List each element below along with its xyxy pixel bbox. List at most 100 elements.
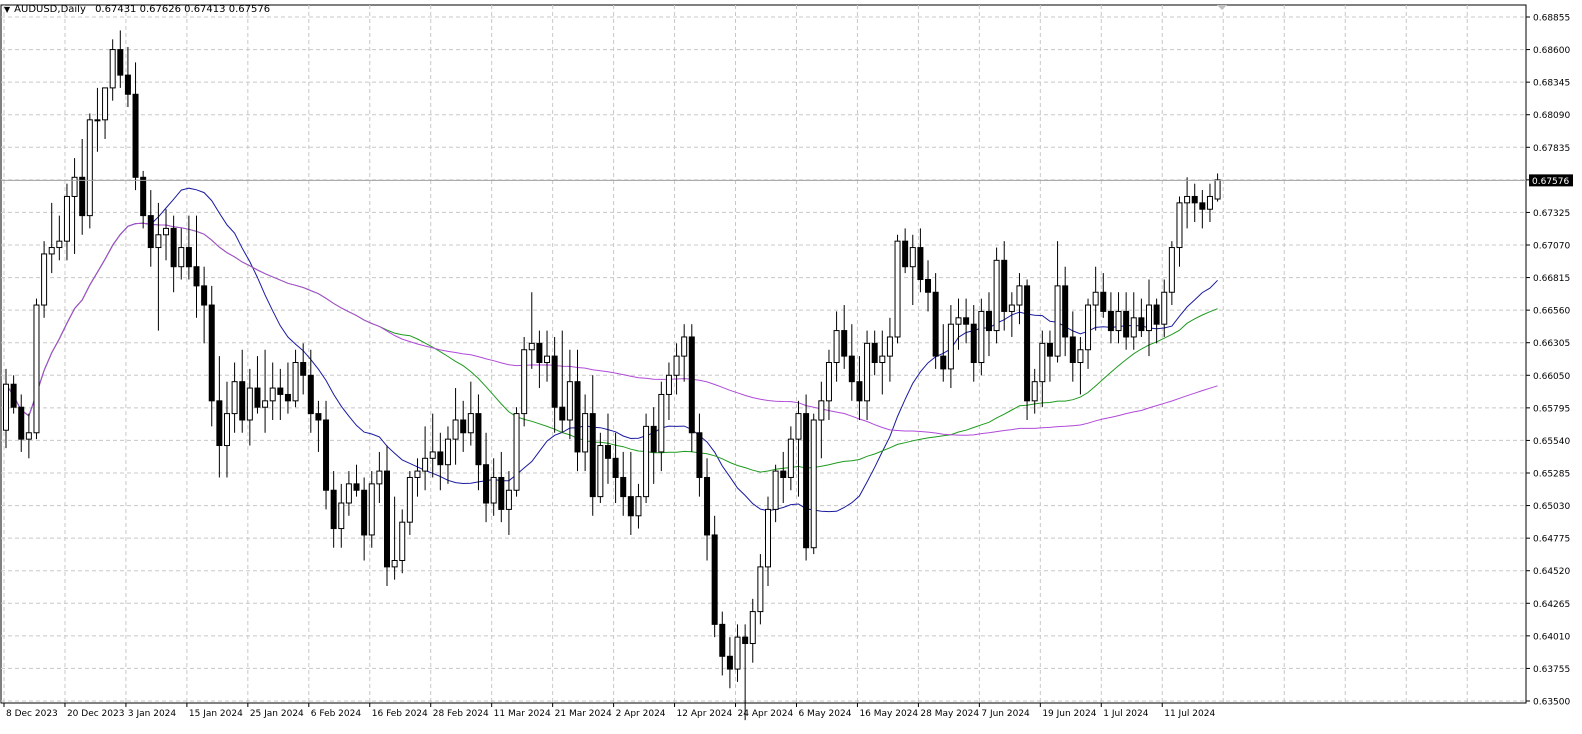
candle-body-bull: [155, 234, 162, 249]
candle-body-bull: [818, 400, 825, 421]
candle-body-bear: [284, 393, 291, 402]
candle: [384, 445, 390, 587]
candle: [963, 298, 970, 344]
candle: [719, 611, 726, 676]
candle-body-bear: [841, 330, 848, 357]
candle-body-bull: [41, 253, 48, 306]
candle-body-bear: [1153, 304, 1160, 325]
candle: [41, 241, 48, 318]
candle: [94, 87, 101, 152]
y-tick-label: 0.66560: [1533, 307, 1570, 317]
candle-body-bear: [1024, 285, 1031, 402]
candle-body-bear: [132, 93, 139, 178]
candle-body-bear: [536, 342, 543, 364]
candle: [1085, 298, 1092, 369]
candle: [1069, 311, 1076, 382]
candle: [216, 356, 223, 478]
candle: [940, 324, 947, 382]
candle-body-bear: [460, 419, 467, 434]
candle-body-bull: [338, 502, 345, 530]
candle-body-bear: [1123, 310, 1130, 338]
candle-body-bear: [384, 470, 390, 568]
candle: [86, 113, 93, 229]
candle-body-bull: [635, 496, 642, 517]
candle: [1115, 292, 1122, 344]
candle: [345, 471, 352, 516]
candle-body-bear: [719, 623, 726, 657]
candle: [109, 39, 116, 101]
collapse-triangle-icon[interactable]: ▼: [4, 5, 11, 14]
y-tick-label: 0.65795: [1533, 404, 1570, 414]
candle-body-bull: [673, 355, 680, 376]
candle-body-bull: [1077, 349, 1084, 364]
candle: [688, 324, 695, 452]
candle: [635, 483, 642, 529]
candle: [505, 471, 512, 535]
candle-body-bull: [429, 451, 436, 459]
candle-body-bull: [490, 476, 497, 504]
candle-body-bull: [955, 317, 962, 325]
candle-body-bull: [1085, 304, 1092, 351]
candle: [1161, 279, 1168, 337]
candle: [429, 413, 436, 478]
candle-body-bull: [56, 240, 63, 249]
candle: [132, 62, 139, 191]
x-tick-label: 2 Apr 2024: [616, 709, 666, 719]
candle: [772, 464, 779, 523]
candle-body-bear: [193, 266, 200, 287]
candle-body-bear: [803, 413, 810, 549]
candle: [574, 349, 581, 472]
candle: [1046, 330, 1053, 382]
candle-body-bull: [399, 521, 406, 561]
candle: [56, 215, 63, 261]
candle: [1016, 273, 1023, 325]
x-tick-label: 25 Jan 2024: [250, 709, 304, 719]
candle-body-bull: [109, 49, 116, 89]
candle: [1146, 279, 1152, 357]
candle: [185, 215, 192, 280]
candle-body-bull: [810, 419, 817, 549]
candle: [452, 388, 459, 465]
candle: [292, 349, 299, 408]
candle-body-bear: [612, 457, 619, 478]
candle: [1123, 292, 1130, 350]
candle-body-bear: [79, 176, 86, 217]
y-tick-label: 0.67325: [1533, 209, 1570, 219]
candle: [566, 349, 573, 440]
candle: [1001, 241, 1008, 331]
candle-body-bull: [1054, 285, 1061, 357]
candle: [231, 362, 238, 433]
candle-body-bear: [704, 476, 711, 536]
x-tick-label: 7 Jun 2024: [981, 709, 1030, 719]
candle-body-bear: [589, 413, 596, 498]
candle-body-bull: [643, 425, 650, 498]
candle: [422, 426, 429, 491]
candle: [223, 381, 230, 478]
candle: [10, 375, 17, 414]
candle: [63, 183, 70, 261]
candle: [483, 432, 490, 523]
candle-body-bear: [1138, 317, 1145, 332]
candle-body-bear: [726, 655, 733, 670]
candle: [787, 426, 794, 491]
candle: [277, 368, 284, 420]
candle: [1008, 292, 1015, 337]
candle-body-bear: [498, 476, 505, 510]
candle: [254, 356, 261, 414]
y-tick-label: 0.66305: [1533, 339, 1570, 349]
candle: [406, 471, 413, 535]
candle: [323, 400, 330, 510]
candle-body-bear: [254, 387, 261, 408]
x-tick-label: 16 Feb 2024: [372, 709, 428, 719]
candle-body-bear: [170, 227, 177, 268]
candle: [1130, 292, 1137, 350]
candle: [315, 400, 322, 452]
candle: [208, 285, 215, 427]
candle: [330, 471, 337, 548]
y-tick-label: 0.64520: [1533, 567, 1570, 577]
candle: [544, 330, 551, 382]
candle: [658, 381, 665, 472]
candle: [1176, 196, 1183, 267]
